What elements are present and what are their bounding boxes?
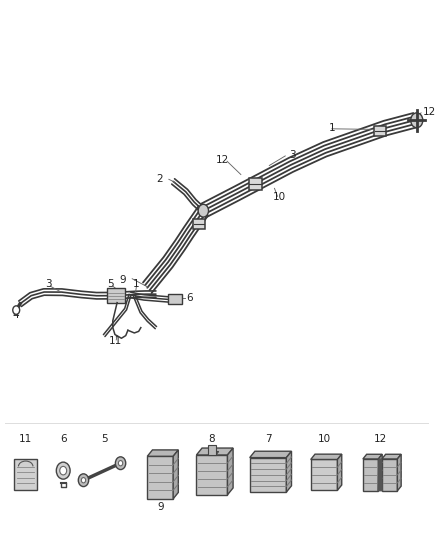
Polygon shape [337,454,341,490]
FancyBboxPatch shape [107,288,125,303]
Text: 9: 9 [156,502,163,512]
Polygon shape [196,455,227,495]
Text: 5: 5 [101,434,107,444]
Polygon shape [196,448,233,455]
Text: 6: 6 [60,434,67,444]
Text: 2: 2 [155,174,162,184]
Text: 12: 12 [422,107,435,117]
Polygon shape [381,454,400,459]
Polygon shape [147,456,173,499]
Text: 5: 5 [107,279,114,288]
Polygon shape [249,451,291,458]
Text: 6: 6 [186,293,192,303]
Circle shape [198,204,208,217]
Polygon shape [173,450,178,499]
Polygon shape [249,458,286,492]
Circle shape [115,457,125,470]
Text: 1: 1 [328,123,334,133]
Text: 11: 11 [108,336,121,346]
Polygon shape [286,451,291,492]
FancyBboxPatch shape [248,178,261,190]
Polygon shape [310,454,341,459]
Circle shape [118,461,123,466]
Polygon shape [396,454,400,491]
Polygon shape [381,459,396,491]
Circle shape [81,478,85,483]
Text: 12: 12 [215,155,229,165]
Polygon shape [227,448,233,495]
Text: 11: 11 [19,434,32,444]
Text: 12: 12 [373,434,386,444]
Text: 10: 10 [317,434,330,444]
Text: 3: 3 [289,150,296,160]
Text: 7: 7 [264,434,271,444]
Circle shape [410,113,422,128]
Circle shape [60,466,67,475]
Polygon shape [378,454,381,491]
Text: 4: 4 [12,310,19,320]
Circle shape [56,462,70,479]
Polygon shape [310,459,337,490]
Text: 9: 9 [119,275,125,285]
Polygon shape [208,451,218,455]
Text: 1: 1 [133,279,140,288]
Polygon shape [362,454,381,459]
FancyBboxPatch shape [168,294,182,304]
Circle shape [13,306,20,314]
Text: 10: 10 [272,192,285,203]
Polygon shape [208,446,215,455]
Polygon shape [362,459,378,491]
Text: 3: 3 [45,279,51,288]
Text: 8: 8 [208,434,215,444]
FancyBboxPatch shape [14,459,37,490]
Circle shape [78,474,88,487]
Polygon shape [147,450,178,456]
Polygon shape [377,459,381,491]
FancyBboxPatch shape [373,126,385,136]
FancyBboxPatch shape [193,219,204,229]
